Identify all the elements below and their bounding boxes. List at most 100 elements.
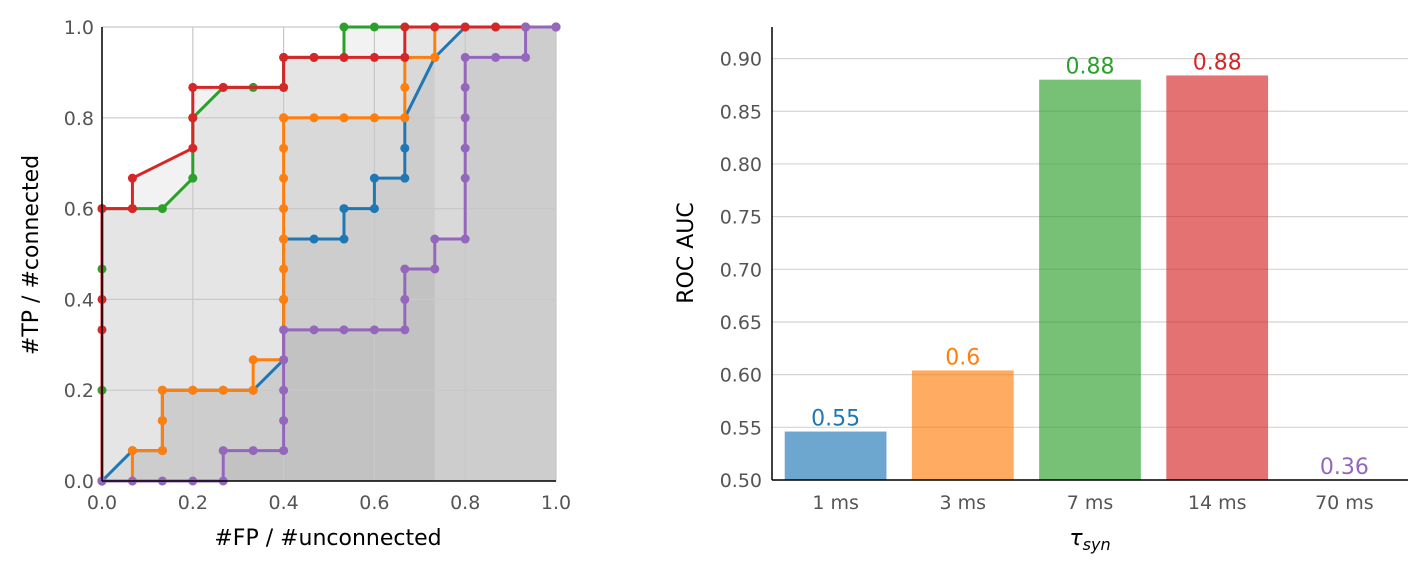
roc-point xyxy=(309,52,319,62)
bar-y-tick-label: 0.65 xyxy=(720,312,762,334)
roc-point xyxy=(188,113,198,123)
roc-y-tick-label: 0.6 xyxy=(64,199,94,221)
bar-value-label: 0.88 xyxy=(1066,55,1115,80)
roc-point xyxy=(279,204,289,214)
roc-point xyxy=(369,22,379,32)
bar-y-tick-label: 0.50 xyxy=(720,470,762,492)
roc-point xyxy=(369,204,379,214)
roc-point xyxy=(279,143,289,153)
roc-point xyxy=(157,416,167,426)
roc-point xyxy=(430,234,440,244)
roc-point xyxy=(157,385,167,395)
roc-point xyxy=(248,355,258,365)
bar-y-axis-label: ROC AUC xyxy=(674,202,699,303)
roc-point xyxy=(279,52,289,62)
bar-3 xyxy=(1166,75,1269,481)
bar-2 xyxy=(1039,79,1141,481)
bar-axes xyxy=(771,27,1408,481)
bar-value-label: 0.36 xyxy=(1320,455,1369,480)
roc-point xyxy=(188,82,198,92)
roc-curve-line xyxy=(102,25,556,483)
roc-y-tick-label: 0.8 xyxy=(64,108,94,130)
roc-point xyxy=(339,22,349,32)
roc-point xyxy=(551,22,561,32)
roc-point xyxy=(157,446,167,456)
roc-panel: 0.0 0.2 0.4 0.6 0.8 1.0 0.0 0.2 0.4 0.6 0.8 1.0 #FP… xyxy=(19,17,571,551)
roc-point xyxy=(248,385,258,395)
roc-point xyxy=(339,325,349,335)
roc-x-tick-label: 1.0 xyxy=(541,492,571,514)
roc-point xyxy=(491,22,501,32)
bar-x-tick-label: 14 ms xyxy=(1188,492,1247,514)
roc-point xyxy=(127,446,137,456)
roc-point xyxy=(339,52,349,62)
bar-y-tick-label: 0.85 xyxy=(720,101,762,123)
bar-x-axis-label-sub: syn xyxy=(1083,535,1111,554)
bar-x-tick-label: 1 ms xyxy=(812,492,859,514)
bar-panel: 0.55 0.6 0.88 0.88 0.36 1 ms 3 ms 7 ms 14 ms 70 … xyxy=(674,27,1408,554)
bar-1 xyxy=(911,370,1014,480)
roc-point xyxy=(339,234,349,244)
roc-point xyxy=(279,264,289,274)
roc-point xyxy=(279,446,289,456)
bar-value-label: 0.6 xyxy=(945,345,980,370)
bar-y-tick-label: 0.75 xyxy=(720,207,762,229)
roc-point xyxy=(460,82,470,92)
roc-point xyxy=(400,52,410,62)
roc-point xyxy=(279,82,289,92)
roc-point xyxy=(460,113,470,123)
bar-x-tick-label: 3 ms xyxy=(940,492,987,514)
bar-value-label: 0.55 xyxy=(811,407,860,432)
roc-point xyxy=(188,385,198,395)
roc-point xyxy=(460,173,470,183)
roc-point xyxy=(430,264,440,274)
roc-point xyxy=(218,385,228,395)
bar-x-tick-label: 7 ms xyxy=(1067,492,1114,514)
roc-point xyxy=(279,325,289,335)
bar-x-axis-label: τsyn xyxy=(1069,526,1110,554)
roc-x-tick-label: 0.6 xyxy=(359,492,389,514)
roc-point xyxy=(279,173,289,183)
roc-point xyxy=(491,52,501,62)
roc-point xyxy=(521,22,531,32)
roc-point xyxy=(400,325,410,335)
bar-x-axis-label-main: τ xyxy=(1069,526,1083,551)
roc-point xyxy=(430,52,440,62)
bar-0 xyxy=(784,431,887,480)
roc-x-tick-label: 0.2 xyxy=(178,492,208,514)
bar-y-tick-label: 0.70 xyxy=(720,259,762,281)
roc-x-tick-label: 0.4 xyxy=(268,492,298,514)
roc-point xyxy=(339,204,349,214)
roc-point xyxy=(430,22,440,32)
bar-bars-group: 0.55 0.6 0.88 0.88 0.36 xyxy=(784,50,1369,481)
roc-point xyxy=(460,52,470,62)
roc-point xyxy=(127,204,137,214)
roc-point xyxy=(400,294,410,304)
roc-y-axis-label: #TP / #connected xyxy=(19,155,44,355)
roc-axes xyxy=(101,27,556,482)
roc-point xyxy=(460,22,470,32)
roc-y-tick-label: 0.4 xyxy=(64,289,94,311)
bar-y-tick-label: 0.90 xyxy=(720,49,762,71)
roc-point xyxy=(188,143,198,153)
roc-tick-labels: 0.0 0.2 0.4 0.6 0.8 1.0 0.0 0.2 0.4 0.6 0.8 1.0 xyxy=(64,17,571,514)
roc-area-fills xyxy=(102,27,556,481)
roc-point xyxy=(157,204,167,214)
roc-point xyxy=(400,22,410,32)
roc-point xyxy=(248,446,258,456)
roc-point xyxy=(369,173,379,183)
roc-point xyxy=(460,234,470,244)
roc-area-fill-2 xyxy=(102,27,556,481)
roc-point xyxy=(279,385,289,395)
roc-area-fill-0 xyxy=(102,27,556,481)
roc-point xyxy=(339,113,349,123)
roc-point xyxy=(400,143,410,153)
bar-y-tick-label: 0.60 xyxy=(720,365,762,387)
bar-y-tick-label: 0.55 xyxy=(720,417,762,439)
roc-point xyxy=(369,52,379,62)
roc-point xyxy=(279,113,289,123)
roc-point xyxy=(279,234,289,244)
bar-tick-labels: 1 ms 3 ms 7 ms 14 ms 70 ms 0.50 0.55 0.60 0.65 0.… xyxy=(720,49,1374,514)
roc-point xyxy=(400,264,410,274)
